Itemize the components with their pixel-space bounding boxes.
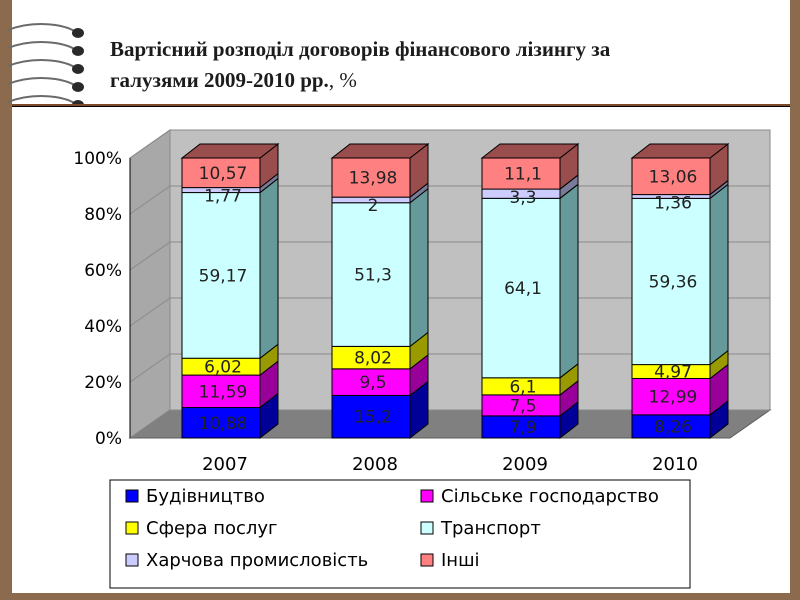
legend-swatch xyxy=(125,553,139,567)
bar-segment xyxy=(330,142,430,199)
y-tick-label: 100% xyxy=(73,149,122,169)
data-label: 11,59 xyxy=(199,382,248,402)
data-label: 9,5 xyxy=(359,373,386,393)
bar-top xyxy=(630,143,730,159)
bar-top xyxy=(330,143,430,159)
bar-segment xyxy=(481,379,579,417)
bar-segment xyxy=(181,360,279,409)
bar-segment xyxy=(631,363,729,416)
bar-front xyxy=(631,157,711,196)
data-label: 7,5 xyxy=(509,396,536,416)
bar-segment xyxy=(181,343,279,377)
data-label: 51,3 xyxy=(354,266,392,286)
legend-swatch xyxy=(420,521,434,535)
data-label: 64,1 xyxy=(504,279,542,299)
legend-swatch xyxy=(420,489,434,503)
right-frame-strip xyxy=(790,0,800,600)
bar-segment xyxy=(481,400,579,440)
slide-title: Вартісний розподіл договорів фінансового… xyxy=(110,34,750,96)
bar-front xyxy=(331,202,411,347)
bar-segment xyxy=(630,142,730,196)
bar-segment xyxy=(331,331,429,370)
data-label: 7,9 xyxy=(509,418,536,438)
data-label: 11,1 xyxy=(504,165,542,185)
bar-front xyxy=(181,157,261,189)
bar-segment xyxy=(331,187,429,348)
data-label: 8,26 xyxy=(654,417,692,437)
data-label: 4,97 xyxy=(654,363,692,383)
y-tick-label: 60% xyxy=(84,261,122,281)
data-label: 12,99 xyxy=(649,388,698,408)
bar-side xyxy=(559,183,579,379)
bar-front xyxy=(331,368,411,396)
data-label: 13,06 xyxy=(649,167,698,187)
x-tick-label: 2009 xyxy=(502,454,548,475)
legend-entry: Інші xyxy=(441,550,480,571)
data-label: 6,1 xyxy=(509,377,536,397)
title-suffix: , % xyxy=(328,68,357,92)
y-tick-label: 0% xyxy=(95,429,122,449)
data-label: 59,17 xyxy=(199,266,248,286)
x-tick-label: 2007 xyxy=(202,454,248,475)
bar-segment xyxy=(331,380,429,440)
legend-swatch xyxy=(125,521,139,535)
left-frame-strip xyxy=(0,0,12,600)
legend-entry: Будівництво xyxy=(146,486,265,507)
bar-segment xyxy=(181,177,279,360)
bar-segment xyxy=(180,142,280,189)
legend-entry: Сільське господарство xyxy=(441,486,659,507)
bar-segment xyxy=(331,353,429,397)
bar-top xyxy=(480,143,580,159)
legend-entry: Харчова промисловість xyxy=(146,550,368,571)
bar-segment xyxy=(631,183,729,366)
bar-front xyxy=(331,394,411,439)
title-line-1: Вартісний розподіл договорів фінансового… xyxy=(110,37,611,61)
bar-segment xyxy=(480,142,580,191)
data-label: 13,98 xyxy=(349,169,398,189)
title-line-2: галузями 2009-2010 рр. xyxy=(110,68,329,92)
gridline xyxy=(129,129,770,159)
bar-front xyxy=(631,197,711,366)
bar-segment xyxy=(181,392,279,440)
bar-top xyxy=(180,143,280,159)
y-tick-label: 80% xyxy=(84,205,122,225)
bar-front xyxy=(331,157,411,198)
y-tick-label: 40% xyxy=(84,317,122,337)
spiral-binding-icon xyxy=(7,23,84,110)
bar-side xyxy=(409,187,429,348)
data-label: 2 xyxy=(368,196,379,216)
bar-side xyxy=(259,177,279,360)
data-label: 10,57 xyxy=(199,164,248,184)
bar-segment xyxy=(481,183,579,379)
y-tick-label: 20% xyxy=(84,373,122,393)
x-tick-label: 2010 xyxy=(652,454,698,475)
data-label: 10,88 xyxy=(199,414,248,434)
bar-front xyxy=(481,197,561,379)
data-label: 15,2 xyxy=(354,408,392,428)
data-label: 1,36 xyxy=(654,194,692,214)
bottom-frame-strip xyxy=(0,592,800,600)
legend-entry: Сфера послуг xyxy=(146,518,278,539)
data-label: 3,3 xyxy=(509,188,536,208)
bar-front xyxy=(181,192,261,359)
title-divider xyxy=(12,104,790,106)
data-label: 59,36 xyxy=(649,272,698,292)
legend-swatch xyxy=(420,553,434,567)
x-tick-label: 2008 xyxy=(352,454,398,475)
legend-swatch xyxy=(125,489,139,503)
bar-front xyxy=(181,374,261,409)
side-wall xyxy=(129,129,171,439)
data-label: 8,02 xyxy=(354,349,392,369)
data-label: 1,77 xyxy=(204,187,242,207)
bar-side xyxy=(709,183,729,366)
legend-box xyxy=(109,479,691,589)
legend-entry: Транспорт xyxy=(440,518,541,539)
data-label: 6,02 xyxy=(204,358,242,378)
